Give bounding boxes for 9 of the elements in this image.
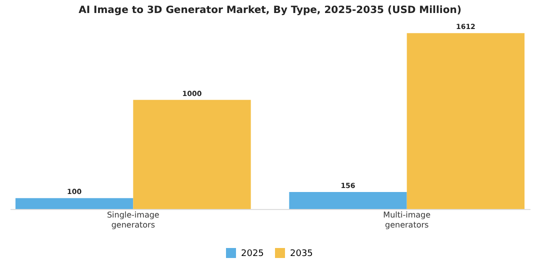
- chart-title: AI Image to 3D Generator Market, By Type, 2025-2035 (USD Million): [78, 5, 462, 16]
- bar: [133, 100, 251, 209]
- bar: [289, 192, 407, 209]
- legend-label: 2035: [290, 249, 313, 259]
- legend-label: 2025: [241, 249, 264, 259]
- bar: [15, 198, 134, 209]
- x-tick-label: Single-image generators: [106, 210, 160, 230]
- x-tick-label: Multi-image generators: [383, 210, 431, 230]
- bar: [406, 33, 525, 209]
